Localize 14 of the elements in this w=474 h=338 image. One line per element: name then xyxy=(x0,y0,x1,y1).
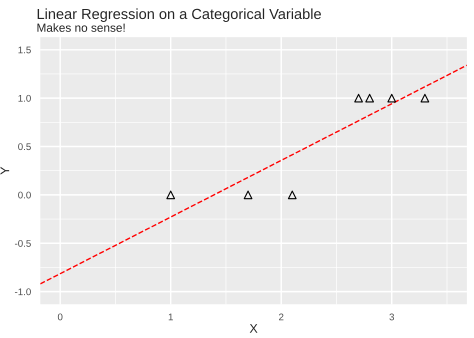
y-tick-label: -1.0 xyxy=(14,288,31,296)
x-axis-title: X xyxy=(250,324,258,333)
y-tick-label: 0.0 xyxy=(18,192,31,198)
y-tick-label: 0.5 xyxy=(18,143,31,150)
y-tick-label: 1.0 xyxy=(18,94,31,102)
x-tick-label: 3 xyxy=(389,313,394,320)
chart-title: Linear Regression on a Categorical Variable xyxy=(38,8,321,22)
x-tick-label: 2 xyxy=(279,313,284,320)
x-tick-label: 1 xyxy=(168,314,173,320)
chart-subtitle: Makes no sense! xyxy=(37,23,125,32)
x-tick-label: 0 xyxy=(58,313,63,320)
y-tick-label: 1.5 xyxy=(18,46,31,54)
y-tick-label: -0.5 xyxy=(14,240,31,247)
y-axis-title: Y xyxy=(0,166,10,175)
